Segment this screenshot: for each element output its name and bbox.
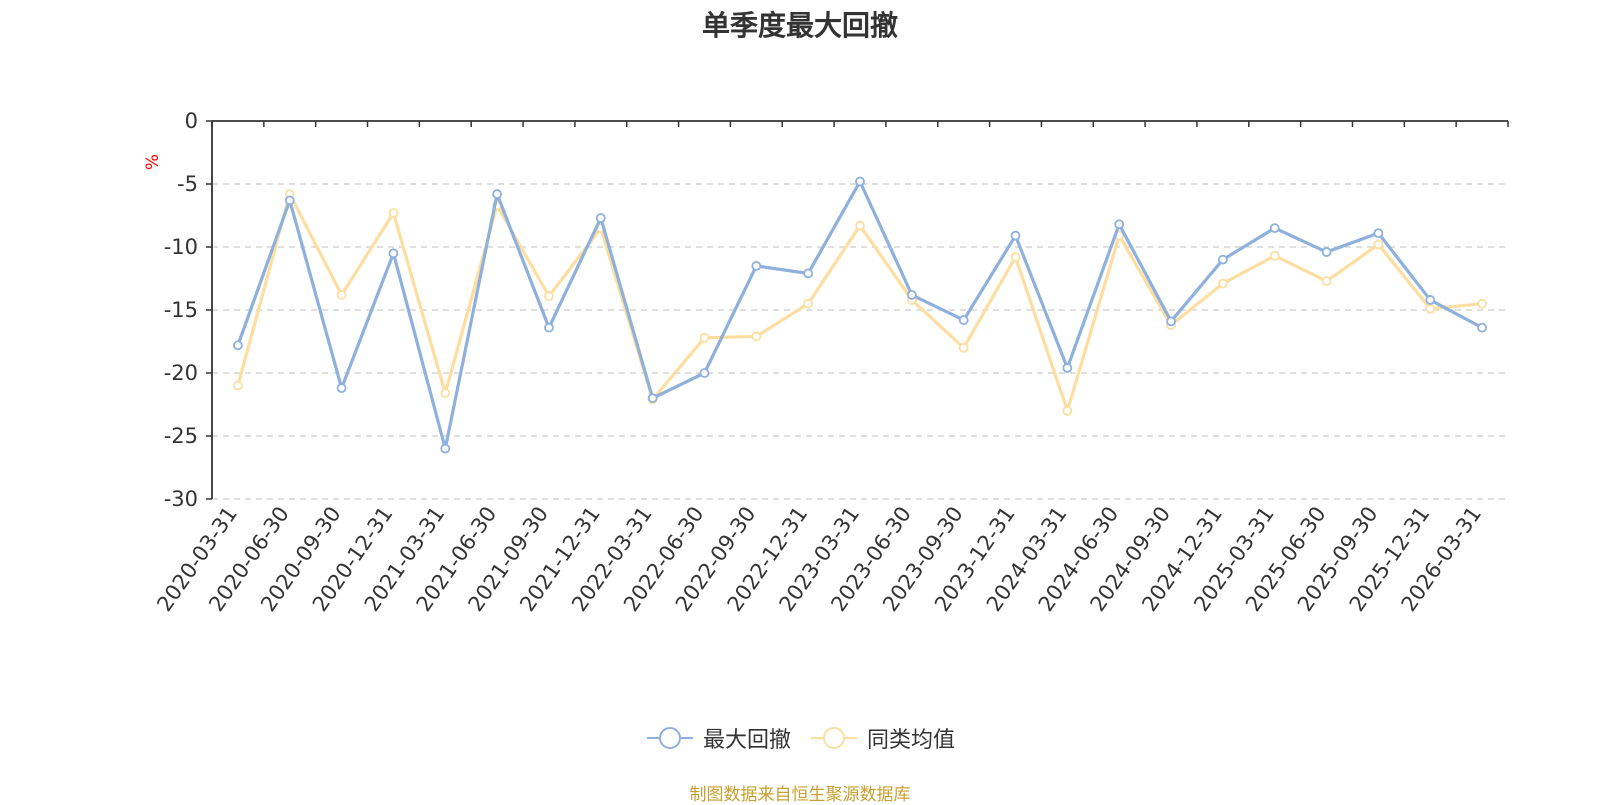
data-point bbox=[906, 289, 917, 300]
data-point bbox=[647, 393, 658, 404]
data-point bbox=[440, 388, 451, 399]
grid-lines bbox=[212, 183, 1508, 500]
data-point bbox=[388, 208, 399, 218]
data-point bbox=[1477, 298, 1487, 309]
legend-item[interactable]: 同类均值 bbox=[809, 722, 955, 754]
legend-label: 同类均值 bbox=[867, 728, 956, 753]
data-point bbox=[751, 331, 762, 342]
legend-label: 最大回撤 bbox=[702, 728, 791, 753]
data-point bbox=[1425, 303, 1436, 314]
data-point bbox=[388, 248, 399, 259]
data-point bbox=[1477, 322, 1487, 333]
data-point bbox=[544, 322, 554, 333]
data-point bbox=[958, 315, 969, 325]
data-point bbox=[233, 380, 243, 391]
data-point bbox=[1010, 230, 1021, 241]
tick-labels: 0-5-10-15-20-25-30%2020-03-312020-06-302… bbox=[143, 109, 1486, 616]
data-point bbox=[336, 383, 347, 394]
data-point bbox=[1321, 276, 1332, 286]
data-point bbox=[699, 332, 710, 343]
y-tick-label: -10 bbox=[164, 235, 198, 259]
legend-marker-icon bbox=[811, 727, 857, 749]
data-point bbox=[492, 189, 503, 199]
data-point bbox=[1269, 223, 1280, 234]
data-point bbox=[1373, 228, 1384, 239]
legend: 最大回撤 同类均值 bbox=[0, 722, 1600, 754]
data-point bbox=[1321, 247, 1332, 257]
data-point bbox=[1062, 363, 1073, 373]
data-point bbox=[1166, 316, 1176, 327]
data-point bbox=[595, 213, 606, 223]
data-point bbox=[544, 291, 554, 302]
data-point bbox=[1010, 252, 1021, 262]
data-point bbox=[336, 289, 347, 300]
data-point bbox=[233, 340, 243, 351]
y-tick-label: -25 bbox=[164, 424, 198, 448]
data-point bbox=[1269, 250, 1280, 261]
source-note: 制图数据来自恒生聚源数据库 bbox=[689, 785, 911, 805]
y-axis-label: % bbox=[143, 154, 163, 170]
y-tick-label: 0 bbox=[185, 109, 198, 133]
data-point bbox=[699, 368, 710, 378]
y-tick-label: -5 bbox=[177, 172, 198, 196]
data-point bbox=[440, 443, 451, 454]
y-tick-label: -30 bbox=[164, 487, 198, 511]
series-lines bbox=[233, 176, 1487, 454]
data-point bbox=[1062, 405, 1073, 416]
data-point bbox=[855, 176, 865, 187]
data-point bbox=[1373, 239, 1384, 250]
data-point bbox=[1217, 254, 1228, 265]
y-tick-label: -15 bbox=[164, 298, 198, 322]
chart-title: 单季度最大回撤 bbox=[701, 9, 898, 42]
data-point bbox=[803, 268, 814, 279]
data-point bbox=[958, 342, 969, 353]
data-point bbox=[803, 298, 814, 309]
legend-item[interactable]: 最大回撤 bbox=[645, 722, 791, 754]
data-point bbox=[1114, 219, 1125, 230]
data-point bbox=[855, 220, 865, 231]
data-point bbox=[1217, 278, 1228, 289]
legend-marker-icon bbox=[646, 727, 693, 749]
y-tick-label: -20 bbox=[164, 361, 198, 385]
data-point bbox=[1425, 295, 1436, 305]
data-point bbox=[284, 195, 295, 206]
axes bbox=[206, 120, 1509, 500]
data-point bbox=[751, 260, 762, 271]
